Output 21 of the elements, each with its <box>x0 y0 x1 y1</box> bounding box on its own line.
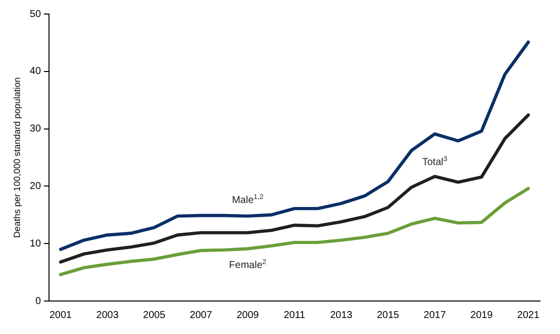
x-tick-label: 2003 <box>96 310 119 321</box>
x-tick-label: 2007 <box>190 310 212 321</box>
x-tick-label: 2021 <box>517 310 540 321</box>
y-tick-label: 20 <box>30 180 42 192</box>
y-tick-label: 30 <box>30 124 42 135</box>
x-tick-label: 2013 <box>330 310 353 321</box>
x-tick-label: 2017 <box>424 310 446 321</box>
series-label: Male$^{1,2}$ <box>232 194 264 206</box>
x-tick-label: 2011 <box>284 310 306 321</box>
y-tick-label: 0 <box>35 296 42 307</box>
x-tick-label: 2015 <box>376 310 400 321</box>
y-tick-label: 50 <box>30 8 42 20</box>
series-label: Female$^{2}$ <box>229 258 266 271</box>
x-tick-label: 2019 <box>470 310 494 321</box>
x-tick-label: 2009 <box>236 310 260 321</box>
y-tick-label: 10 <box>30 238 42 250</box>
x-tick-label: 2005 <box>143 310 166 321</box>
series-label: Total$^{3}$ <box>422 156 448 169</box>
y-axis-title: Deaths per 100,000 standard population <box>12 77 22 238</box>
y-tick-label: 40 <box>30 66 42 78</box>
x-tick-label: 2001 <box>49 310 72 321</box>
